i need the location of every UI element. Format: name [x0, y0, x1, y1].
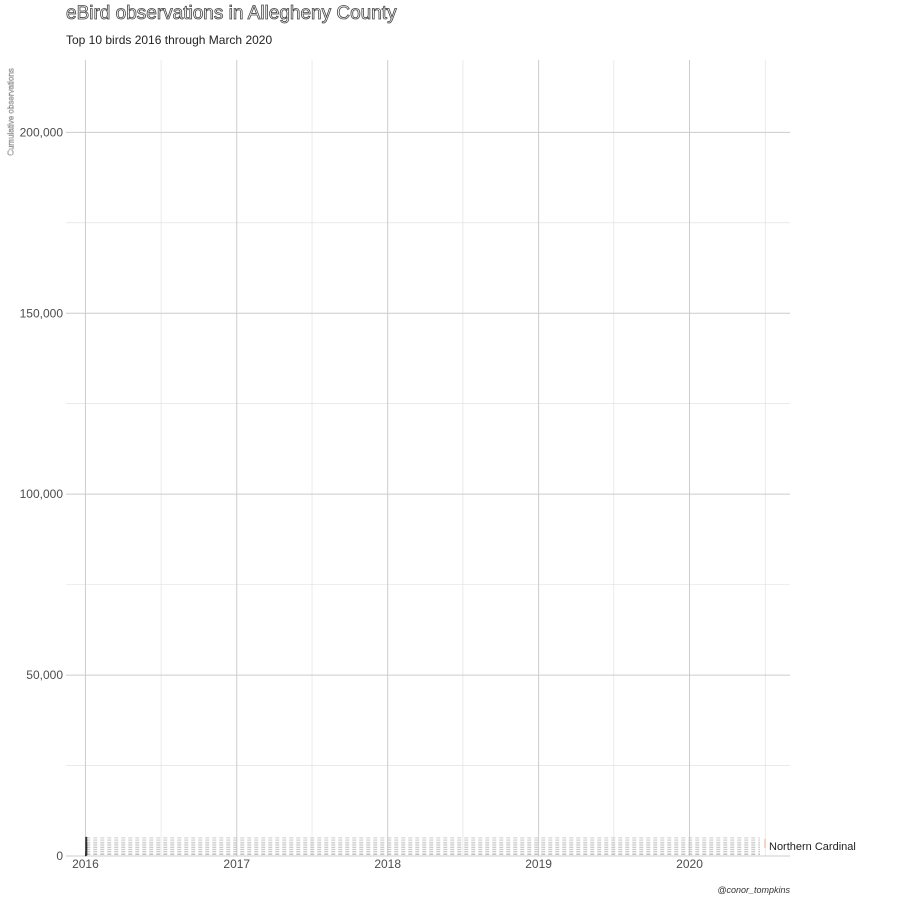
y-tick-label: 100,000: [20, 487, 64, 501]
chart-title: eBird observations in Allegheny County: [66, 3, 397, 25]
series-lines: [84, 836, 88, 857]
chart-subtitle: Top 10 birds 2016 through March 2020: [66, 33, 273, 47]
series-point: [85, 850, 88, 853]
y-tick-label: 0: [56, 849, 63, 863]
y-tick-label: 150,000: [20, 306, 64, 320]
series-point: [85, 846, 88, 849]
series-point: [85, 853, 88, 856]
series-point: [85, 838, 88, 842]
x-tick-label: 2016: [72, 857, 99, 871]
end-label: Northern Cardinal: [769, 841, 856, 853]
y-tick-label: 200,000: [20, 125, 64, 139]
caption: @conor_tompkins: [717, 885, 790, 895]
x-tick-label: 2018: [374, 857, 401, 871]
x-tick-label: 2017: [223, 857, 250, 871]
series-point: [85, 836, 88, 840]
x-tick-label: 2020: [676, 857, 703, 871]
series-point: [85, 848, 88, 851]
reference-lines: [86, 837, 760, 855]
x-axis-ticks: 2016 2017 2018 2019 2020: [72, 857, 703, 871]
end-labels: Northern Cardinal: [764, 838, 856, 853]
y-tick-label: 50,000: [26, 668, 63, 682]
minor-grid: [66, 60, 790, 856]
x-tick-label: 2019: [525, 857, 552, 871]
major-grid: [66, 60, 790, 857]
series-point: [85, 842, 88, 846]
series-point: [85, 844, 88, 848]
y-axis-ticks: 0 50,000 100,000 150,000 200,000: [20, 125, 64, 863]
series-point: [85, 841, 88, 844]
